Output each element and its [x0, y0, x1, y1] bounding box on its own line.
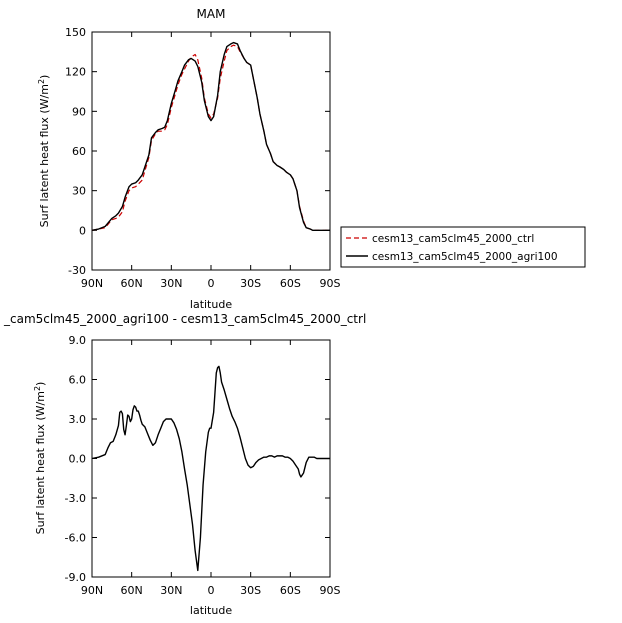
y-tick-label: 60	[72, 145, 86, 158]
y-tick-label: 90	[72, 105, 86, 118]
series-line-0-0	[91, 44, 330, 231]
top-chart-panel: MAM -30 0 30 60 90 120 150 90N 60N 30N 0 30S 60S 90S…	[37, 7, 341, 311]
x-tick-label: 30S	[240, 584, 261, 597]
top-plot-frame	[91, 31, 331, 271]
bottom-x-axis-label: latitude	[190, 604, 232, 617]
x-tick-label: 60N	[121, 584, 143, 597]
x-tick-label: 60N	[121, 277, 143, 290]
x-tick-label: 0	[208, 584, 215, 597]
bottom-chart-panel: _cam5clm45_2000_agri100 - cesm13_cam5clm…	[3, 312, 366, 617]
y-tick-label: 0	[79, 224, 86, 237]
x-tick-label: 90N	[81, 277, 103, 290]
top-chart-title: MAM	[197, 7, 226, 21]
y-tick-label: 0.0	[69, 453, 87, 466]
legend: cesm13_cam5clm45_2000_ctrl cesm13_cam5cl…	[340, 226, 586, 268]
x-tick-label: 30N	[160, 584, 182, 597]
y-tick-label: 6.0	[69, 374, 87, 387]
bottom-plot-frame	[91, 339, 331, 578]
x-tick-label: 0	[208, 277, 215, 290]
legend-label-agri100: cesm13_cam5clm45_2000_agri100	[372, 251, 558, 263]
y-tick-label: 30	[72, 185, 86, 198]
series-line-0-1	[91, 41, 330, 232]
y-tick-label: -3.0	[65, 492, 86, 505]
x-tick-label: 60S	[280, 277, 301, 290]
x-tick-label: 90S	[320, 277, 341, 290]
x-tick-label: 90S	[320, 584, 341, 597]
y-tick-label: -6.0	[65, 532, 86, 545]
legend-box	[340, 226, 586, 268]
y-tick-label: -9.0	[65, 571, 86, 584]
bottom-chart-title: _cam5clm45_2000_agri100 - cesm13_cam5clm…	[3, 312, 366, 326]
x-tick-label: 90N	[81, 584, 103, 597]
x-tick-label: 30N	[160, 277, 182, 290]
top-y-axis-label: Surf latent heat flux (W/m2)	[37, 75, 51, 228]
x-tick-label: 30S	[240, 277, 261, 290]
y-tick-label: 3.0	[69, 413, 87, 426]
x-tick-label: 60S	[280, 584, 301, 597]
y-tick-label: 120	[65, 66, 86, 79]
top-x-axis-label: latitude	[190, 298, 232, 311]
legend-label-ctrl: cesm13_cam5clm45_2000_ctrl	[372, 233, 534, 245]
y-tick-label: 9.0	[69, 334, 87, 347]
series-line-1-0	[91, 365, 330, 572]
y-tick-label: -30	[68, 264, 86, 277]
y-tick-label: 150	[65, 26, 86, 39]
bottom-y-axis-label: Surf latent heat flux (W/m2)	[33, 382, 47, 535]
